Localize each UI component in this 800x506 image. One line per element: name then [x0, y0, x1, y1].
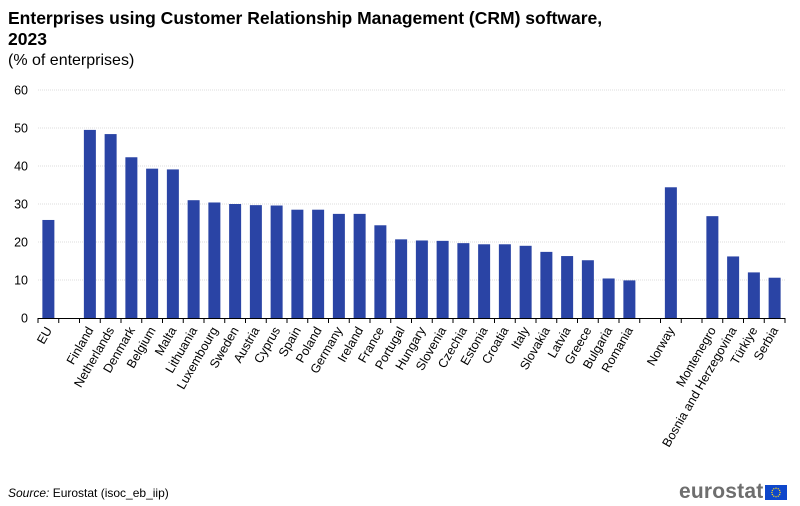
chart-title: Enterprises using Customer Relationship …: [8, 8, 603, 49]
bar-czechia: [457, 243, 470, 318]
y-tick-label: 0: [21, 312, 28, 326]
bars: [42, 129, 781, 318]
bar-hungary: [415, 240, 428, 318]
bar-slovenia: [436, 240, 449, 318]
y-tick-label: 30: [14, 198, 28, 212]
bar-estonia: [478, 244, 491, 318]
bar-greece: [581, 260, 594, 318]
bar-bulgaria: [602, 278, 615, 318]
bar-portugal: [395, 239, 408, 318]
y-tick-label: 60: [14, 84, 28, 98]
bar-belgium: [146, 168, 159, 318]
bar-t-rkiye: [747, 272, 760, 318]
bar-france: [374, 225, 387, 318]
bar-austria: [249, 205, 262, 318]
bar-sweden: [229, 204, 242, 318]
eu-flag-icon: [765, 484, 788, 500]
gridlines: [38, 89, 785, 281]
x-axis: EU FinlandNetherlandsDenmarkBelgiumMaltaL…: [34, 318, 786, 449]
source-text: Eurostat (isoc_eb_iip): [49, 486, 169, 500]
bar-chart: 0 10 20 30 40 50 60 EU FinlandNetherlandsDenmar…: [14, 84, 786, 449]
bar-serbia: [768, 277, 781, 318]
bar-eu: [42, 219, 55, 318]
bar-croatia: [498, 244, 511, 318]
chart-subtitle: (% of enterprises): [8, 52, 135, 69]
bar-norway: [664, 187, 677, 318]
logo-text: eurostat: [679, 480, 764, 503]
bar-luxembourg: [208, 202, 221, 318]
bar-cyprus: [270, 205, 283, 318]
bar-italy: [519, 245, 532, 318]
bar-spain: [291, 209, 304, 318]
y-tick-label: 50: [14, 122, 28, 136]
bar-denmark: [125, 157, 138, 318]
bar-latvia: [561, 256, 574, 318]
y-tick-label: 10: [14, 274, 28, 288]
y-tick-label: 40: [14, 160, 28, 174]
source-note: Source: Eurostat (isoc_eb_iip): [8, 486, 169, 500]
bar-finland: [83, 129, 96, 318]
y-tick-label: 20: [14, 236, 28, 250]
bar-germany: [332, 213, 345, 318]
bar-netherlands: [104, 134, 117, 318]
x-tick-label: EU: [34, 325, 55, 347]
source-label: Source:: [8, 486, 50, 500]
bar-poland: [312, 209, 325, 318]
x-tick-label: Norway: [644, 324, 678, 368]
bar-malta: [166, 169, 179, 318]
bar-ireland: [353, 213, 366, 318]
bar-bosnia-and-herzegovina: [727, 256, 740, 318]
bar-lithuania: [187, 200, 200, 318]
bar-montenegro: [706, 216, 719, 318]
y-axis: 0 10 20 30 40 50 60: [14, 84, 28, 326]
eurostat-logo: eurostat: [679, 480, 788, 504]
bar-romania: [623, 280, 636, 318]
bar-slovakia: [540, 251, 553, 318]
